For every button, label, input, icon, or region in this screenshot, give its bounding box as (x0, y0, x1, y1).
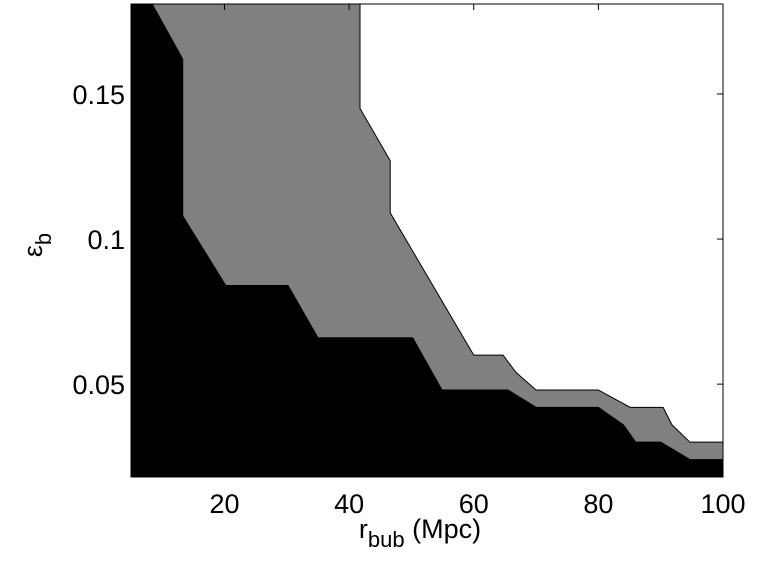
y-label-sub: b (31, 233, 56, 245)
y-tick-label: 0.1 (87, 225, 125, 255)
x-label-sub: bub (368, 527, 405, 552)
y-tick-label: 0.15 (72, 80, 125, 110)
x-tick-label: 60 (459, 489, 489, 519)
x-tick-label: 100 (700, 489, 745, 519)
y-axis-label: εb (18, 233, 56, 257)
x-tick-label: 80 (583, 489, 613, 519)
x-tick-label: 40 (334, 489, 364, 519)
x-tick-label: 20 (209, 489, 239, 519)
x-label-rest: (Mpc) (405, 514, 482, 544)
plot-frame (130, 3, 724, 478)
y-label-main: ε (18, 245, 48, 257)
x-axis-label: rbub (Mpc) (359, 514, 481, 552)
region (130, 3, 724, 478)
x-label-main: r (359, 514, 368, 544)
y-tick-label: 0.05 (72, 370, 125, 400)
